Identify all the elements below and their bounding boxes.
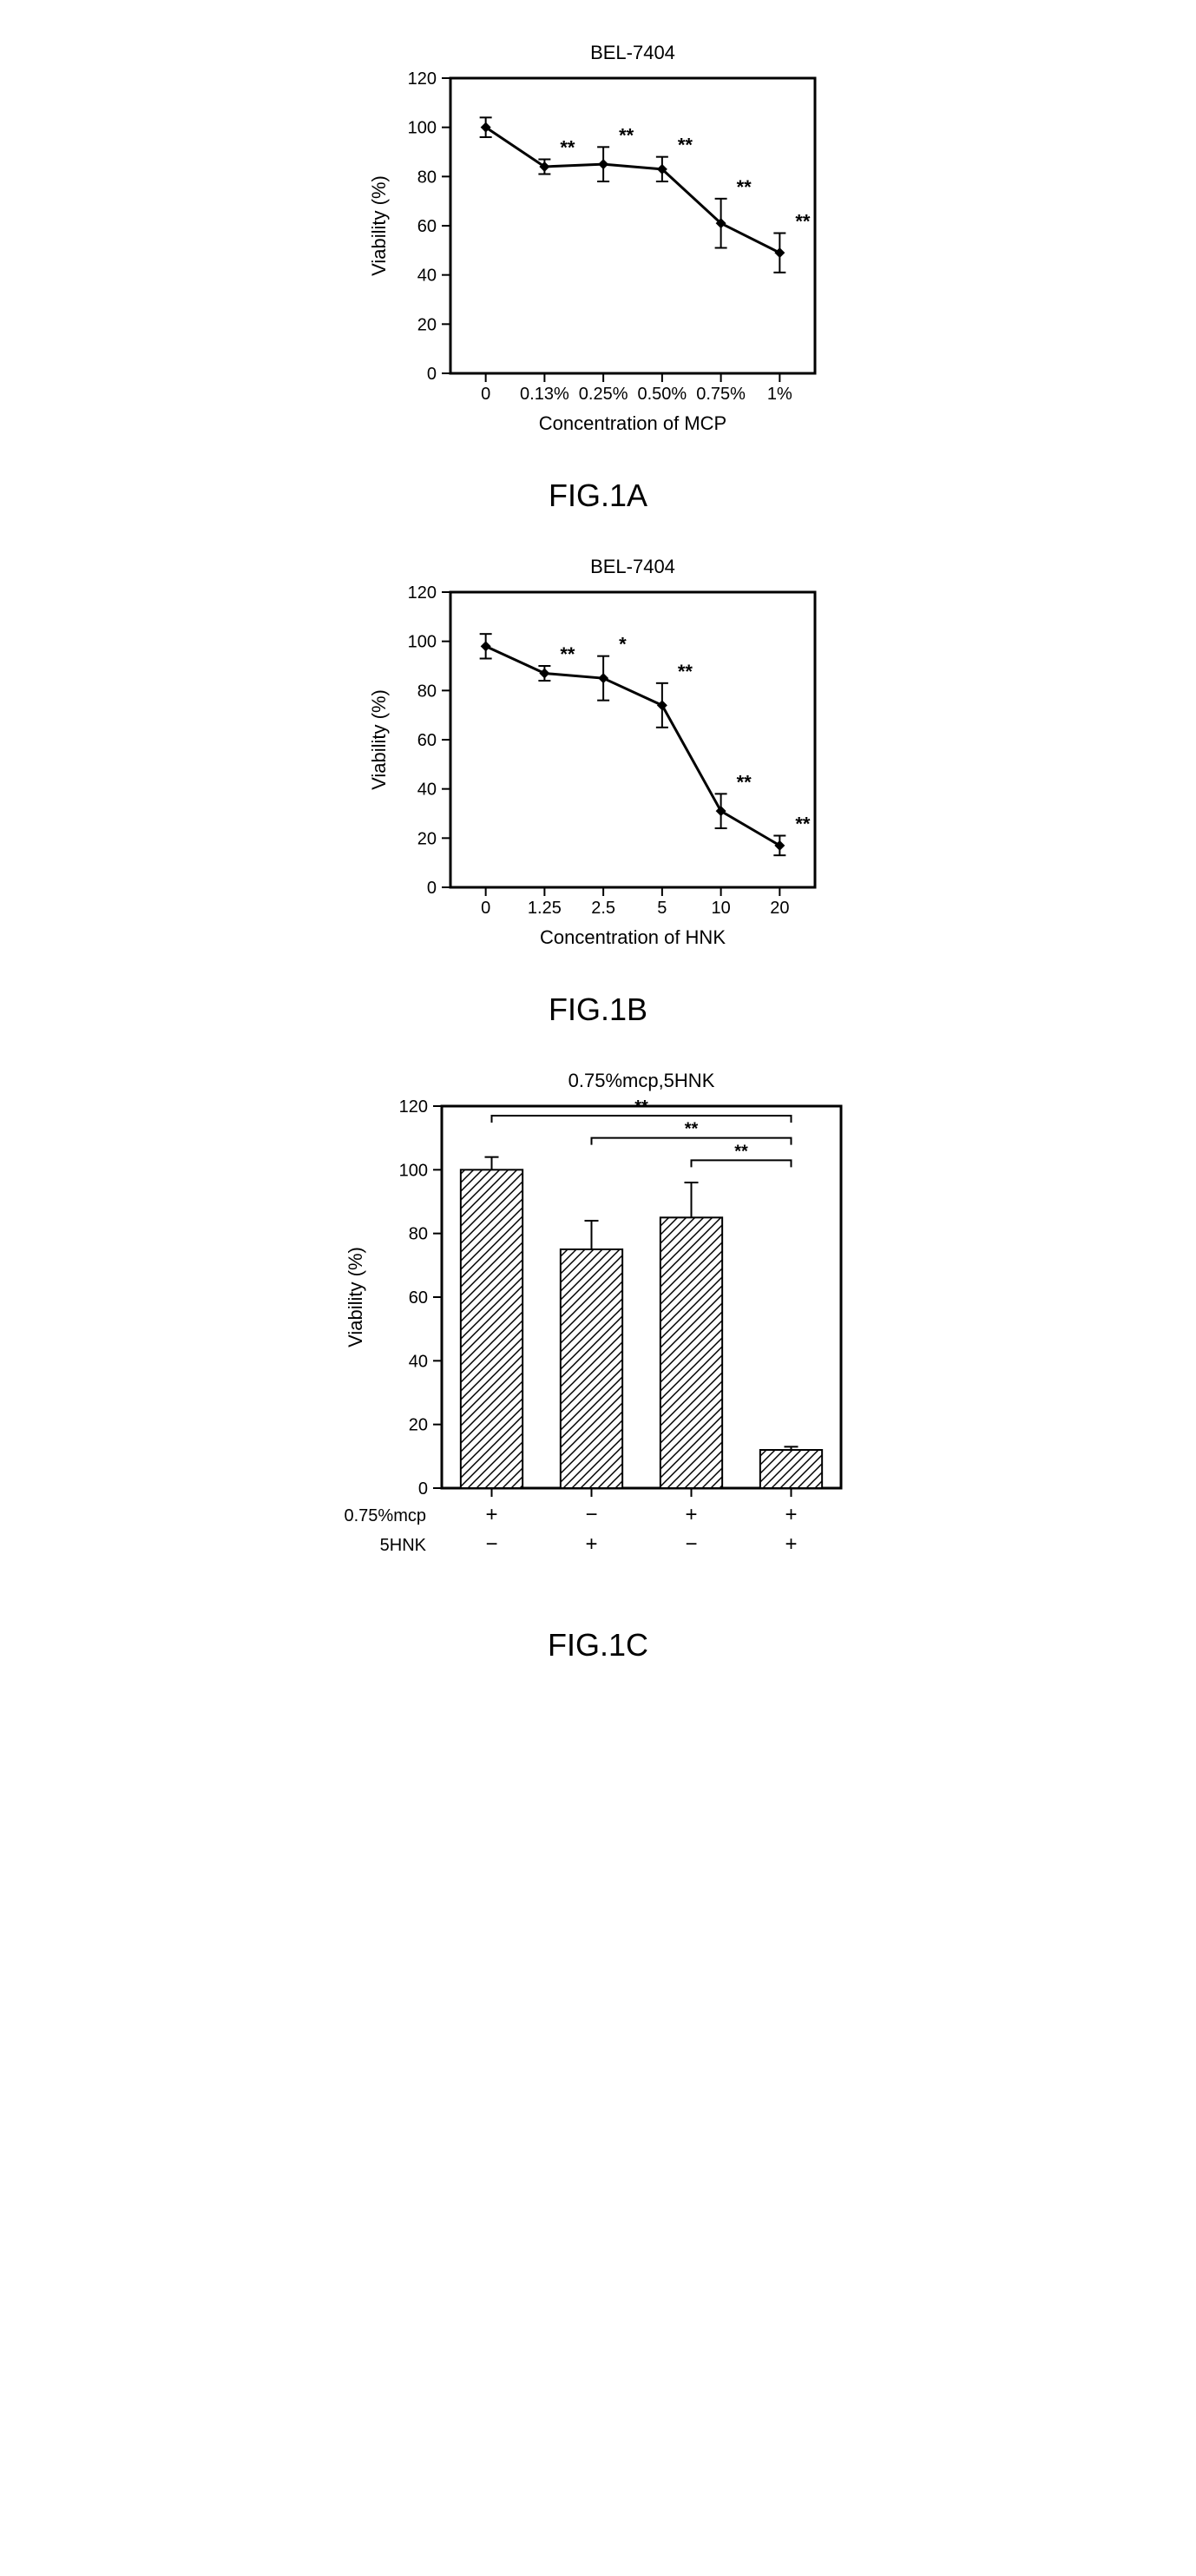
svg-text:100: 100 [408,633,437,652]
svg-text:0: 0 [481,385,490,404]
data-marker [539,669,549,679]
svg-text:40: 40 [417,267,437,286]
significance-marker: ** [560,643,575,665]
condition-mark: − [485,1532,497,1556]
significance-label: ** [685,1120,699,1139]
svg-text:20: 20 [770,899,789,918]
chart-title: 0.75%mcp,5HNK [568,1070,715,1091]
plot-border [450,592,815,887]
data-marker [598,673,608,683]
condition-mark: + [485,1503,497,1526]
svg-text:120: 120 [408,69,437,89]
fig-label-a: FIG.1A [549,478,647,514]
svg-text:2.5: 2.5 [591,899,615,918]
data-bar [461,1169,522,1488]
svg-text:10: 10 [711,899,730,918]
significance-marker: ** [619,124,634,146]
svg-text:0.25%: 0.25% [579,385,628,404]
y-axis-label: Viability (%) [368,689,390,790]
data-marker [774,247,785,258]
data-marker [657,700,667,710]
svg-text:1%: 1% [767,385,792,404]
x-axis-label: Concentration of MCP [539,412,726,434]
fig-label-c: FIG.1C [548,1627,648,1664]
significance-label: ** [634,1097,648,1117]
svg-text:0: 0 [427,365,437,384]
significance-bracket [492,1116,792,1123]
data-bar [660,1217,722,1488]
condition-mark: + [585,1532,597,1556]
svg-text:80: 80 [417,168,437,187]
svg-text:5: 5 [657,899,667,918]
significance-marker: ** [678,661,693,682]
chart-title: BEL-7404 [590,42,675,63]
data-bar [760,1450,822,1488]
chart-title: BEL-7404 [590,556,675,577]
chart-panel-b: BEL-7404 0 20 40 60 80 100 120 0 1.25 2.5 5 10 20 Viab… [355,549,841,1028]
condition-mark: + [685,1503,697,1526]
svg-text:1.25: 1.25 [528,899,562,918]
svg-text:0: 0 [481,899,490,918]
chart-c-svg: 0.75%mcp,5HNK 0 20 40 60 80 100 120 Viability (%… [329,1063,867,1618]
svg-text:20: 20 [417,315,437,334]
chart-panel-a: BEL-7404 0 20 40 60 80 100 120 0 0.13% 0.25% 0.50% 0… [355,35,841,514]
x-axis-label: Concentration of HNK [540,926,726,948]
condition-row-label: 0.75%mcp [345,1506,427,1525]
svg-text:60: 60 [417,731,437,750]
chart-a-svg: BEL-7404 0 20 40 60 80 100 120 0 0.13% 0.25% 0.50% 0… [355,35,841,469]
y-axis-label: Viability (%) [345,1247,366,1347]
condition-mark: − [685,1532,697,1556]
condition-mark: − [585,1503,597,1526]
svg-text:0.13%: 0.13% [520,385,569,404]
fig-label-b: FIG.1B [549,992,647,1028]
significance-marker: ** [737,771,752,793]
significance-marker: ** [560,137,575,159]
svg-text:40: 40 [409,1352,428,1371]
svg-text:120: 120 [399,1097,428,1117]
plot-border [450,78,815,373]
condition-mark: + [785,1532,797,1556]
data-marker [716,806,726,816]
svg-text:80: 80 [409,1225,428,1244]
significance-label: ** [734,1142,748,1161]
data-bar [561,1249,622,1488]
data-marker [481,641,491,651]
svg-text:100: 100 [399,1161,428,1180]
chart-panel-c: 0.75%mcp,5HNK 0 20 40 60 80 100 120 Viability (%… [329,1063,867,1664]
svg-text:80: 80 [417,682,437,701]
data-marker [774,840,785,851]
svg-text:20: 20 [409,1416,428,1435]
condition-row-label: 5HNK [380,1536,427,1555]
svg-text:0: 0 [418,1479,428,1499]
significance-bracket [692,1160,792,1167]
significance-marker: ** [737,176,752,198]
svg-text:60: 60 [417,217,437,236]
svg-text:60: 60 [409,1288,428,1308]
significance-marker: ** [795,211,811,233]
svg-text:0.50%: 0.50% [638,385,687,404]
svg-text:0.75%: 0.75% [696,385,746,404]
svg-text:0: 0 [427,879,437,898]
condition-mark: + [785,1503,797,1526]
svg-text:40: 40 [417,781,437,800]
y-axis-label: Viability (%) [368,175,390,276]
data-line [486,646,780,846]
significance-bracket [592,1138,792,1145]
significance-marker: ** [795,814,811,835]
data-marker [598,159,608,169]
significance-marker: ** [678,135,693,156]
svg-text:20: 20 [417,829,437,848]
svg-text:100: 100 [408,119,437,138]
significance-marker: * [619,634,627,656]
chart-b-svg: BEL-7404 0 20 40 60 80 100 120 0 1.25 2.5 5 10 20 Viab… [355,549,841,983]
svg-text:120: 120 [408,583,437,603]
